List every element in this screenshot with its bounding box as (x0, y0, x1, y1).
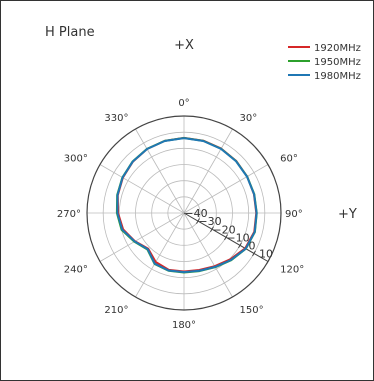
outer-ring (86, 115, 282, 311)
angular-tick-label: 120° (280, 265, 304, 276)
angular-tick-label: 150° (240, 305, 264, 316)
angular-tick-label: 30° (240, 113, 258, 124)
angular-tick-label: 90° (285, 209, 303, 220)
angular-gridline (99, 212, 185, 262)
chart-title: H Plane (45, 25, 95, 40)
angular-gridline (183, 212, 233, 298)
radial-tick-label: −10 (226, 231, 249, 244)
direction-label-right: +Y (338, 207, 357, 222)
angular-gridline (135, 128, 185, 214)
direction-label-top: +X (174, 38, 194, 53)
angular-gridline (183, 128, 233, 214)
legend-label: 1920MHz (314, 43, 361, 54)
angular-tick-label: 180° (172, 320, 196, 331)
angular-gridline (183, 164, 269, 214)
angular-tick-label: 300° (64, 154, 88, 165)
angular-tick-label: 60° (280, 154, 298, 165)
radial-tick-mark (196, 218, 200, 224)
radial-tick-label: −30 (198, 215, 221, 228)
radial-tick-mark (224, 234, 228, 241)
radial-tick-label: 10 (259, 248, 273, 261)
radial-tick-label: −40 (184, 207, 207, 220)
angular-tick-label: 240° (64, 265, 88, 276)
angular-gridline (99, 164, 185, 214)
legend-label: 1980MHz (314, 71, 361, 82)
radial-tick-mark (238, 242, 242, 249)
legend-label: 1950MHz (314, 57, 361, 68)
radial-tick-mark (266, 258, 270, 265)
radial-tick-mark (210, 226, 214, 233)
angular-tick-label: 330° (104, 113, 128, 124)
radial-tick-label: 0 (249, 239, 256, 252)
series-line-1980MHz (116, 137, 258, 274)
angular-tick-label: 0° (178, 98, 189, 109)
radial-tick-mark (252, 250, 256, 257)
angular-gridline (135, 212, 185, 298)
angular-tick-label: 270° (57, 209, 81, 220)
radial-tick-label: −20 (212, 223, 235, 236)
angular-tick-label: 210° (104, 305, 128, 316)
